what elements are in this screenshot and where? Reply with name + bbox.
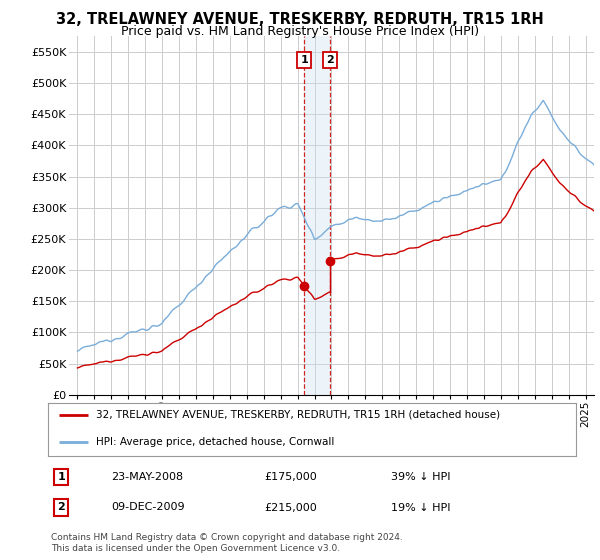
Text: 2: 2: [58, 502, 65, 512]
Bar: [304, 36, 330, 395]
Text: 23-MAY-2008: 23-MAY-2008: [112, 472, 184, 482]
Text: 09-DEC-2009: 09-DEC-2009: [112, 502, 185, 512]
Text: 32, TRELAWNEY AVENUE, TRESKERBY, REDRUTH, TR15 1RH: 32, TRELAWNEY AVENUE, TRESKERBY, REDRUTH…: [56, 12, 544, 27]
Text: 32, TRELAWNEY AVENUE, TRESKERBY, REDRUTH, TR15 1RH (detached house): 32, TRELAWNEY AVENUE, TRESKERBY, REDRUTH…: [95, 410, 500, 420]
Text: 39% ↓ HPI: 39% ↓ HPI: [391, 472, 451, 482]
Text: 19% ↓ HPI: 19% ↓ HPI: [391, 502, 451, 512]
Text: 1: 1: [300, 55, 308, 65]
Text: £175,000: £175,000: [265, 472, 317, 482]
Text: 1: 1: [58, 472, 65, 482]
Text: Price paid vs. HM Land Registry's House Price Index (HPI): Price paid vs. HM Land Registry's House …: [121, 25, 479, 38]
Text: HPI: Average price, detached house, Cornwall: HPI: Average price, detached house, Corn…: [95, 436, 334, 446]
Text: £215,000: £215,000: [265, 502, 317, 512]
Text: 2: 2: [326, 55, 334, 65]
Text: Contains HM Land Registry data © Crown copyright and database right 2024.
This d: Contains HM Land Registry data © Crown c…: [51, 533, 403, 553]
